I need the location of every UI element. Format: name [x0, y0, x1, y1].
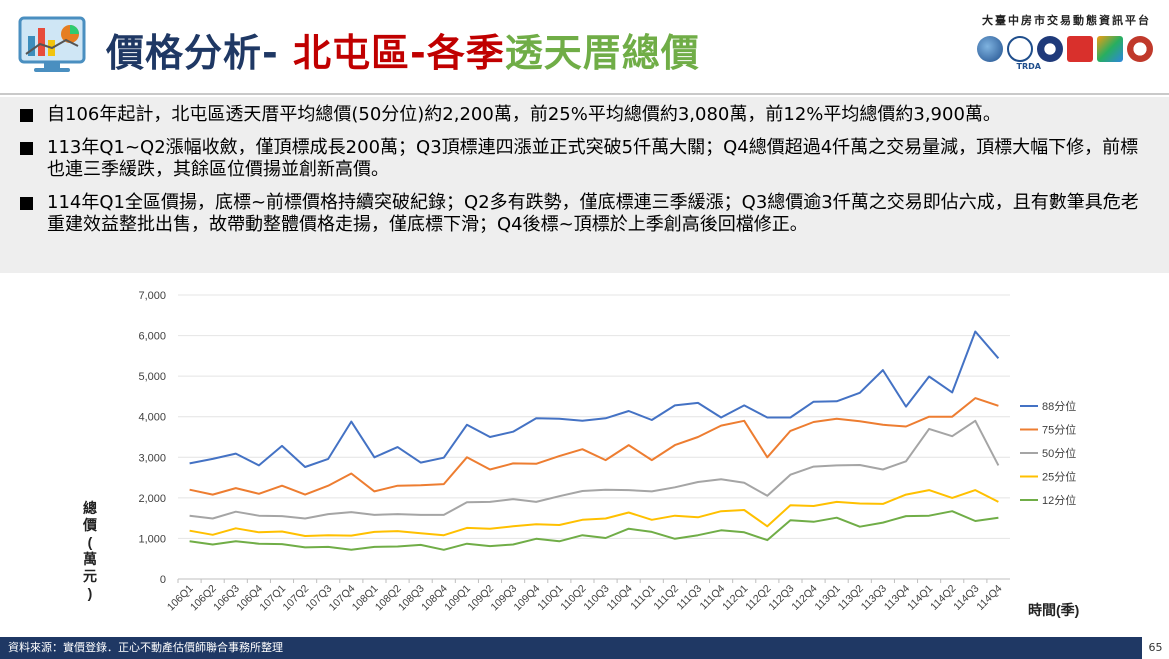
- bullet-item: 114年Q1全區價揚，底標~前標價格持續突破紀錄；Q2多有跌勢，僅底標連三季緩漲…: [20, 192, 1150, 236]
- x-tick-label: 109Q4: [512, 583, 543, 614]
- legend-label: 75分位: [1042, 423, 1076, 437]
- y-tick-label: 7,000: [138, 290, 166, 302]
- bullet-square-icon: [20, 197, 33, 210]
- slide-header: 價格分析- 北屯區-各季透天厝總價 大臺中房市交易動態資訊平台 TRDA: [0, 0, 1169, 95]
- price-line-chart: 0 1,000 2,000 3,000 4,000 5,000 6,000 7,000 106…: [82, 290, 1079, 618]
- y-tick-label: 3,000: [138, 452, 166, 464]
- y-tick-label: 2,000: [138, 493, 166, 505]
- legend-label: 25分位: [1042, 470, 1076, 484]
- series-line-50分位: [189, 419, 1000, 520]
- series-line-88分位: [189, 330, 1000, 468]
- legend-label: 50分位: [1042, 446, 1076, 460]
- page-number: 65: [1148, 641, 1163, 654]
- x-tick-label: 111Q3: [674, 583, 704, 613]
- y-axis-ticks: 0 1,000 2,000 3,000 4,000 5,000 6,000 7,000: [138, 290, 166, 586]
- x-axis-label: 時間(季): [1028, 602, 1079, 618]
- x-tick-label: 111Q2: [651, 583, 681, 613]
- government-logo-icon: [1007, 36, 1033, 62]
- y-tick-label: 6,000: [138, 331, 166, 343]
- chart-series-lines: [189, 330, 1000, 551]
- chart-analytics-icon: [18, 16, 86, 72]
- bullet-text: 自106年起計，北屯區透天厝平均總價(50分位)約2,200萬，前25%平均總價…: [47, 104, 1001, 125]
- header-divider: [0, 93, 1169, 95]
- series-line-75分位: [189, 397, 999, 496]
- y-tick-label: 4,000: [138, 412, 166, 424]
- organization-logos: [977, 36, 1153, 62]
- chart-legend: 88分位 75分位 50分位 25分位 12分位: [1020, 399, 1076, 507]
- platform-name: 大臺中房市交易動態資訊平台: [982, 14, 1151, 27]
- series-line-12分位: [189, 510, 999, 551]
- bullet-text: 113年Q1~Q2漲幅收斂，僅頂標成長200萬；Q3頂標連四漲並正式突破5仟萬大…: [47, 137, 1139, 180]
- summary-bullets: 自106年起計，北屯區透天厝平均總價(50分位)約2,200萬，前25%平均總價…: [0, 97, 1169, 273]
- ctreaa-logo-icon: [1127, 36, 1153, 62]
- bullet-square-icon: [20, 142, 33, 155]
- bullet-item: 113年Q1~Q2漲幅收斂，僅頂標成長200萬；Q3頂標連四漲並正式突破5仟萬大…: [20, 137, 1150, 181]
- x-tick-label: 111Q1: [628, 583, 658, 613]
- x-tick-label: 114Q4: [974, 583, 1004, 613]
- trda-logo-text: TRDA: [1016, 62, 1041, 71]
- taichung-logo-icon: [1067, 36, 1093, 62]
- bullet-text: 114年Q1全區價揚，底標~前標價格持續突破紀錄；Q2多有跌勢，僅底標連三季緩漲…: [47, 192, 1139, 235]
- bullet-item: 自106年起計，北屯區透天厝平均總價(50分位)約2,200萬，前25%平均總價…: [20, 104, 1150, 126]
- page-title: 價格分析- 北屯區-各季透天厝總價: [106, 22, 700, 77]
- x-axis-ticks: 106Q1106Q2106Q3106Q4107Q1107Q2107Q3107Q4…: [165, 579, 1005, 613]
- legend-label: 12分位: [1042, 493, 1076, 507]
- x-tick-label: 110Q4: [605, 583, 635, 613]
- title-part-type: 透天厝總價: [504, 31, 700, 75]
- title-part-topic: 價格分析-: [106, 31, 294, 75]
- trda-logo-icon: [977, 36, 1003, 62]
- y-tick-label: 1,000: [138, 533, 166, 545]
- association-logo-icon: [1037, 36, 1063, 62]
- price-chart-container: 0 1,000 2,000 3,000 4,000 5,000 6,000 7,000 106…: [0, 275, 1169, 637]
- legend-label: 88分位: [1042, 399, 1076, 413]
- y-axis-label: 總價(萬元): [82, 500, 98, 601]
- y-tick-label: 0: [160, 574, 166, 586]
- y-tick-label: 5,000: [138, 371, 166, 383]
- diamond-logo-icon: [1097, 36, 1123, 62]
- bullet-square-icon: [20, 109, 33, 122]
- title-part-district: 北屯區-各季: [293, 31, 505, 75]
- series-line-25分位: [189, 489, 999, 537]
- footer-source: 資料來源：實價登錄．正心不動產估價師聯合事務所整理: [0, 637, 1142, 659]
